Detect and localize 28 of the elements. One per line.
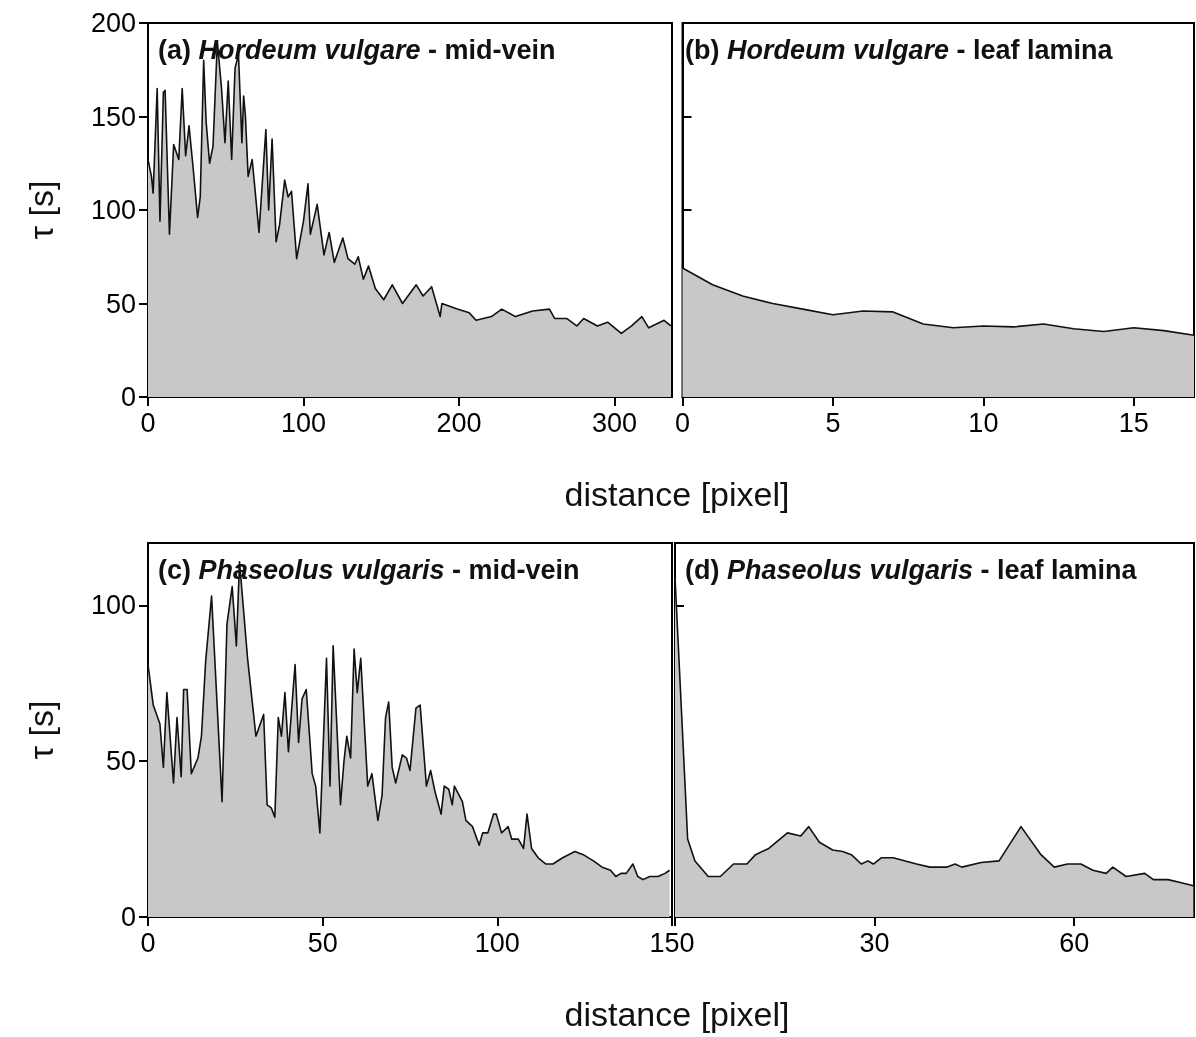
x-tick-label: 150 (649, 927, 695, 958)
x-axis-title: distance [pixel] (564, 995, 790, 1033)
x-tick-label: 0 (140, 927, 156, 958)
y-tick-label: 0 (120, 902, 136, 932)
y-axis-title: τ [s] (22, 700, 60, 760)
y-tick-label: 100 (90, 590, 136, 621)
x-tick-label: 0 (140, 407, 156, 438)
x-tick-label: 0 (674, 407, 691, 438)
x-tick-label: 5 (825, 407, 841, 438)
x-tick-label: 60 (1059, 927, 1090, 958)
y-tick-label: 100 (90, 195, 136, 225)
y-axis-title: τ [s] (22, 180, 60, 240)
y-tick-label: 150 (90, 101, 136, 132)
y-tick-label: 200 (90, 8, 136, 38)
x-tick-label: 200 (436, 407, 482, 438)
y-tick-label: 50 (105, 746, 136, 777)
x-tick-label: 50 (307, 927, 338, 958)
y-tick-label: 0 (120, 382, 136, 412)
x-tick-label: 30 (859, 927, 890, 958)
x-axis-title: distance [pixel] (564, 475, 790, 513)
chart-title: (b) Hordeum vulgare - leaf lamina (685, 34, 1114, 65)
x-tick-label: 10 (968, 407, 999, 438)
x-tick-label: 300 (591, 407, 637, 438)
x-tick-label: 15 (1118, 407, 1149, 438)
chart-title: (d) Phaseolus vulgaris - leaf lamina (685, 554, 1138, 585)
y-tick-label: 50 (105, 288, 136, 319)
x-tick-label: 100 (280, 407, 327, 438)
x-tick-label: 100 (474, 927, 520, 958)
